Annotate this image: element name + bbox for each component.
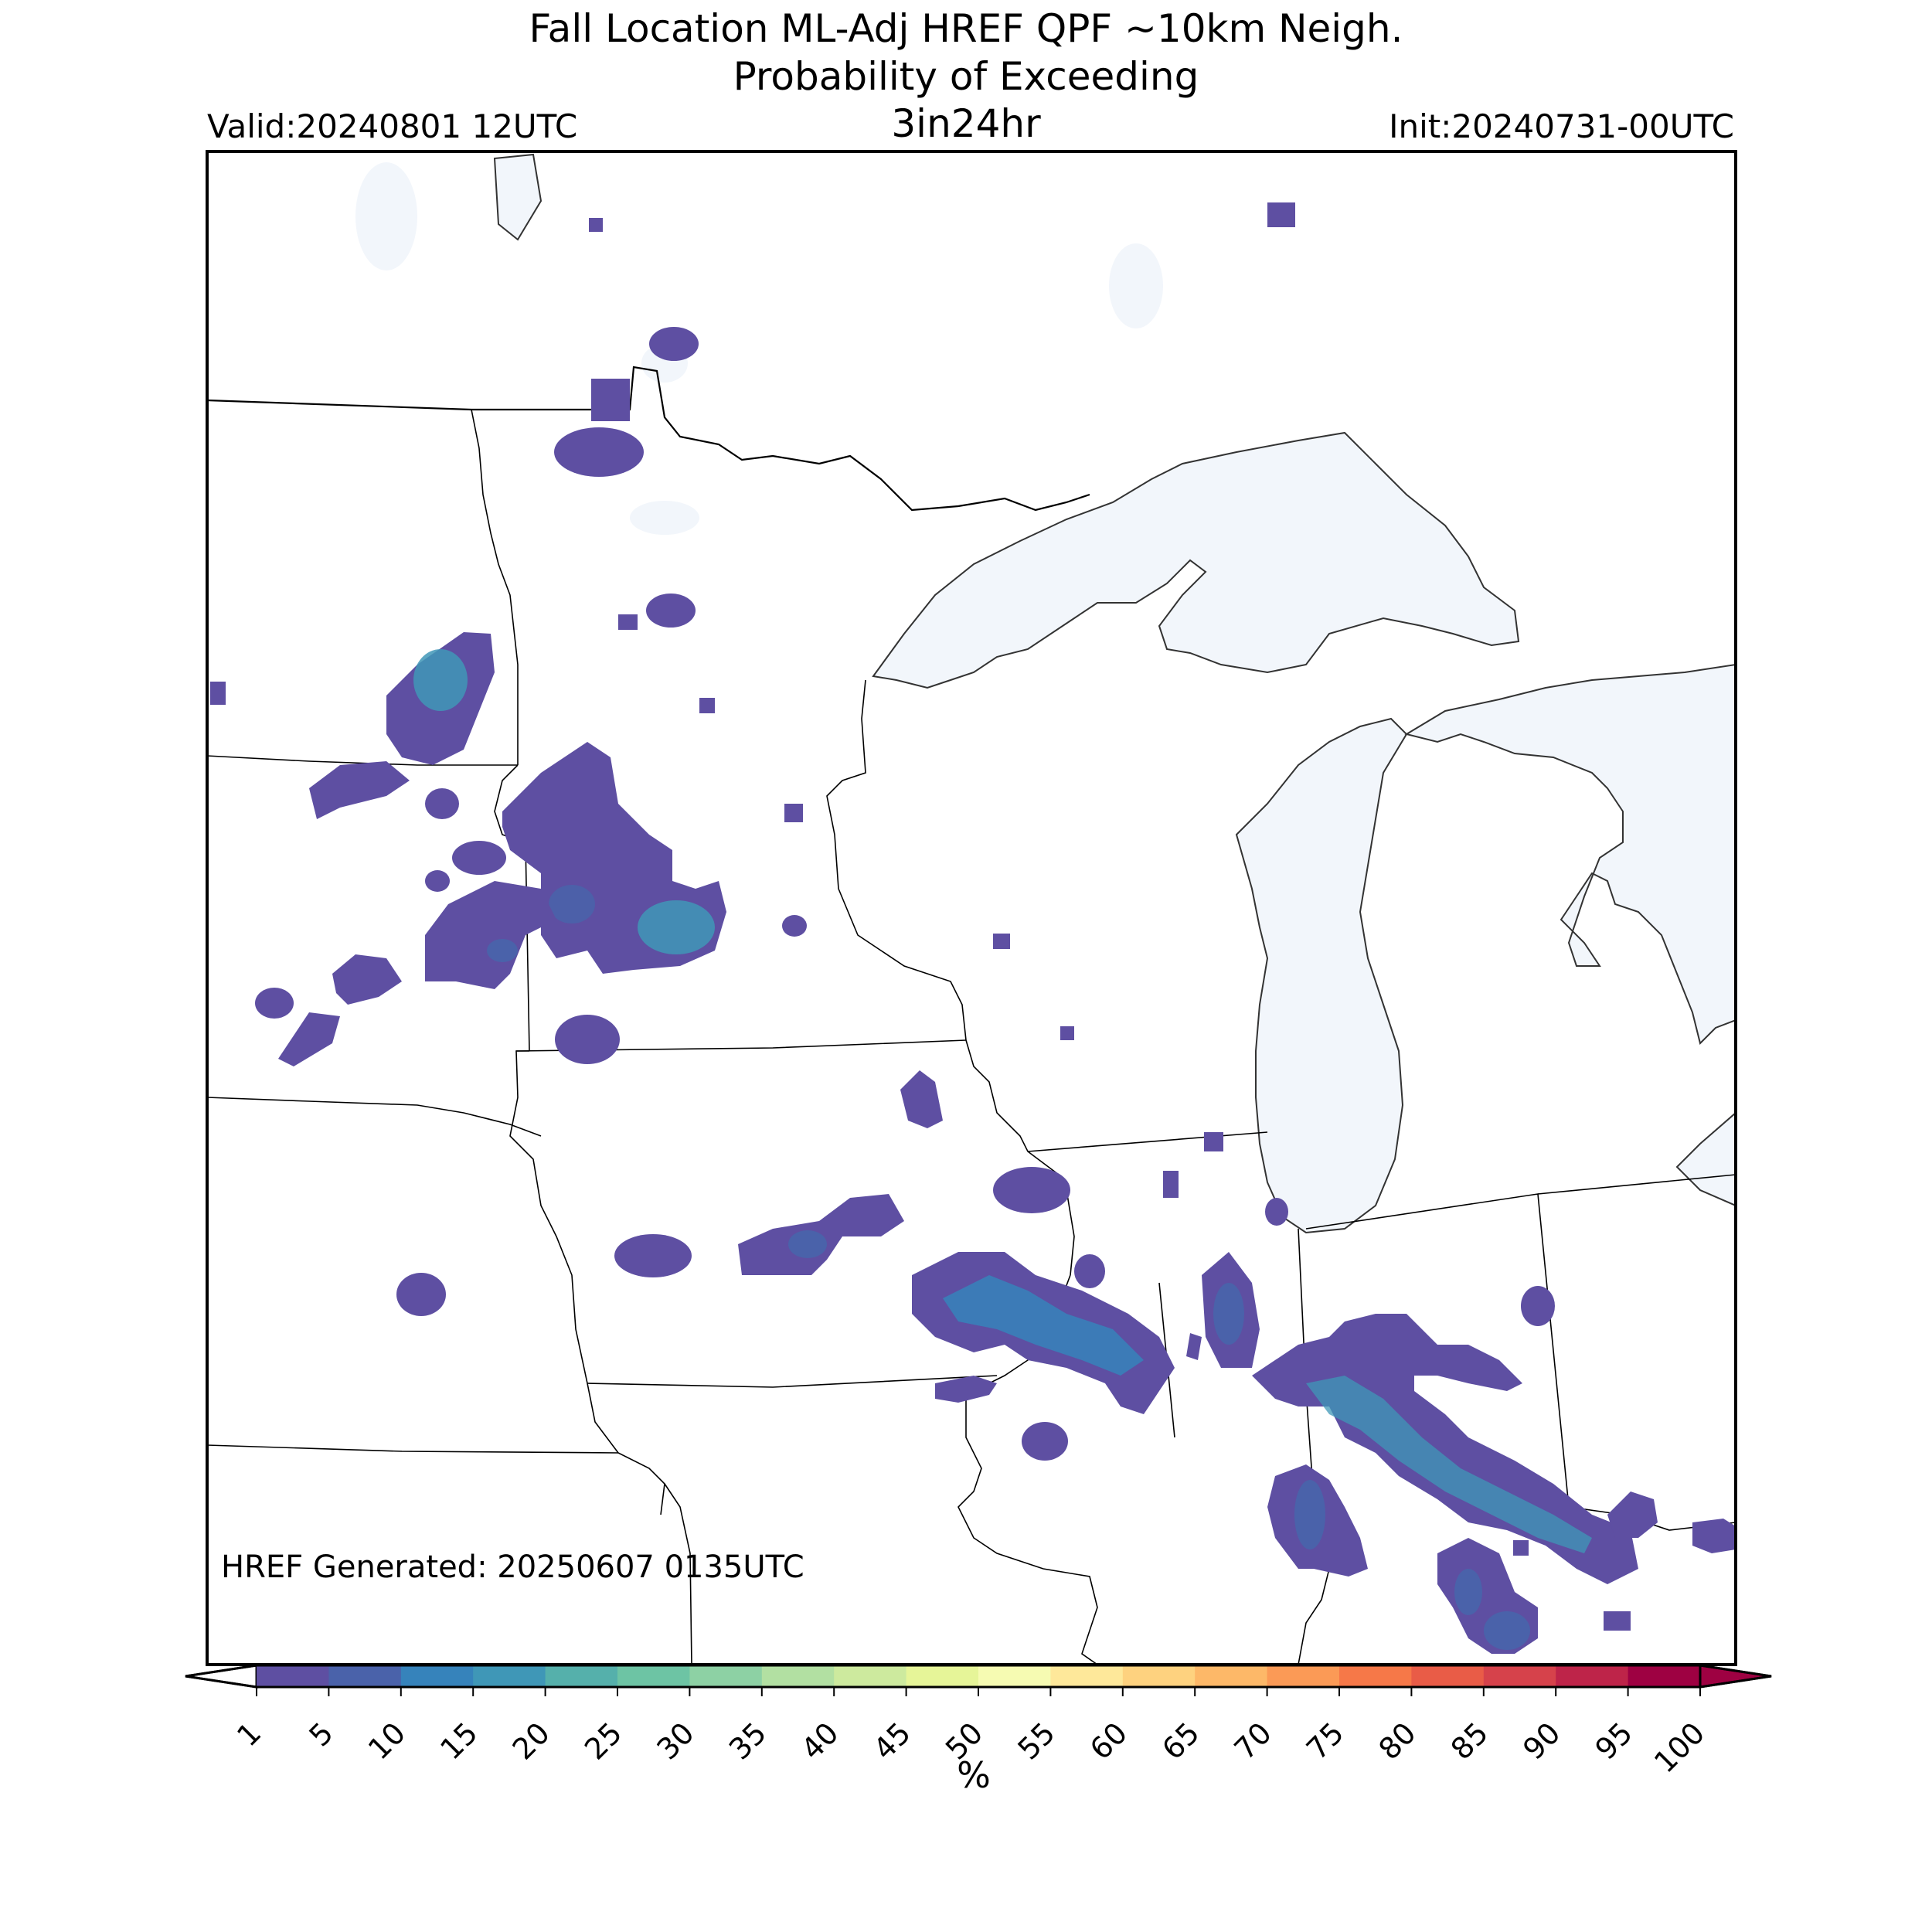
colorbar-segment — [1050, 1665, 1124, 1687]
colorbar-segment — [1267, 1665, 1340, 1687]
init-time-label: Init:20240731-00UTC — [1389, 107, 1734, 145]
colorbar-segment — [978, 1665, 1051, 1687]
colorbar-segment — [1411, 1665, 1485, 1687]
colorbar-unit-label: % — [957, 1754, 991, 1796]
colorbar-segment — [257, 1665, 329, 1687]
colorbar-segment — [400, 1665, 474, 1687]
colorbar-segment — [617, 1665, 690, 1687]
colorbar-segment — [473, 1665, 546, 1687]
generated-timestamp: HREF Generated: 20250607 0135UTC — [221, 1549, 804, 1585]
colorbar-under-arrow — [185, 1664, 258, 1689]
lake-huron — [1404, 663, 1736, 1045]
colorbar-segment — [1339, 1665, 1412, 1687]
colorbar-over-arrow — [1699, 1664, 1772, 1689]
colorbar-tick-label: 1 — [230, 1716, 267, 1753]
colorbar-segment — [761, 1665, 835, 1687]
colorbar-segment — [1195, 1665, 1268, 1687]
lake-superior — [872, 431, 1520, 689]
colorbar-segment — [1483, 1665, 1556, 1687]
colorbar-segment — [834, 1665, 907, 1687]
lake-nipigon — [1109, 243, 1163, 328]
valid-time-label: Valid:20240801 12UTC — [207, 107, 578, 145]
colorbar-segment — [1628, 1665, 1701, 1687]
lake-manitoba — [493, 153, 543, 241]
red-lake — [630, 501, 699, 535]
chart-title-line2: Probability of Exceeding — [733, 54, 1199, 99]
lake-winnipeg — [355, 162, 417, 270]
colorbar-tick-label: 5 — [303, 1716, 340, 1753]
colorbar-segment — [906, 1665, 979, 1687]
lake-michigan — [1235, 717, 1408, 1234]
colorbar-segment — [1122, 1665, 1196, 1687]
colorbar-segment — [545, 1665, 618, 1687]
chart-title-line1: Fall Location ML-Adj HREF QPF ~10km Neig… — [529, 6, 1403, 51]
us-canada-border — [207, 366, 1090, 512]
colorbar-segment — [689, 1665, 763, 1687]
threshold-label: 3in24hr — [891, 101, 1041, 146]
map-content — [207, 153, 1736, 1665]
colorbar-segment — [1556, 1665, 1629, 1687]
probability-areas — [210, 202, 1736, 1654]
lake-erie — [1675, 1111, 1736, 1207]
colorbar-segment — [328, 1665, 402, 1687]
